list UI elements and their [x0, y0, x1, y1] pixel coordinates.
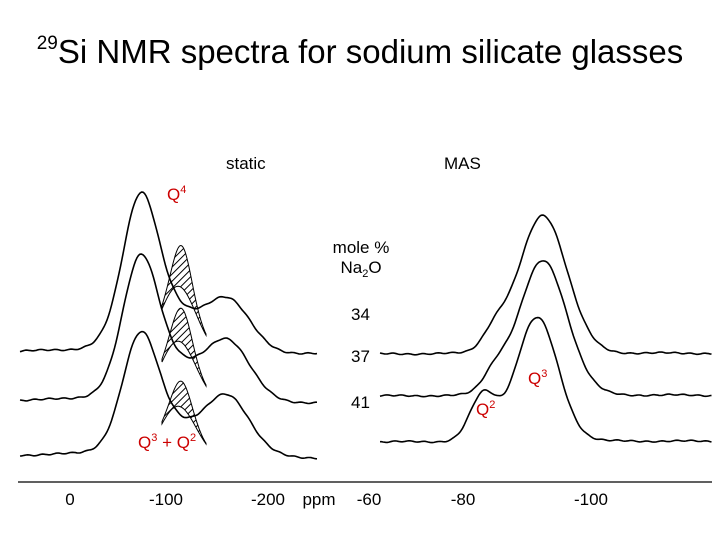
static-spectrum-41: [19, 330, 318, 460]
mas-spectra-panel: [379, 214, 712, 444]
tick-minus-80: -80: [450, 490, 476, 509]
static-spectra-panel: [19, 191, 318, 460]
composition-41-label: 41: [351, 393, 370, 412]
tick-minus-100-static: -100: [148, 490, 184, 509]
legend-o: O: [368, 258, 382, 277]
static-panel-title: static: [226, 154, 266, 173]
composition-34-label: 34: [351, 305, 370, 324]
q3q2-sup2: 2: [190, 432, 197, 444]
tick-minus-60: -60: [356, 490, 382, 509]
mas-spectrum-41: [380, 316, 712, 444]
axis-unit-ppm: ppm: [302, 490, 336, 509]
q4-letter: Q: [167, 185, 181, 204]
q2-letter: Q: [476, 400, 490, 419]
title-text: Si NMR spectra for sodium silicate glass…: [57, 33, 684, 70]
q4-superscript: 4: [180, 184, 187, 196]
q4-label: Q4: [167, 180, 186, 205]
composition-37-label: 37: [351, 347, 370, 366]
q3q2-plus: +: [162, 433, 173, 452]
legend-heading: mole % Na2O: [331, 238, 391, 284]
q4-hatched-region-37: [161, 307, 207, 388]
legend-heading-line2: Na2O: [331, 258, 391, 284]
tick-0: 0: [65, 490, 75, 509]
q3-superscript: 3: [541, 368, 548, 380]
q2-superscript: 2: [489, 399, 496, 411]
title-superscript: 29: [36, 33, 58, 54]
legend-subscript: 2: [362, 268, 369, 280]
mas-spectrum-37: [379, 260, 712, 398]
tick-minus-200: -200: [250, 490, 286, 509]
slide-title: 29Si NMR spectra for sodium silicate gla…: [0, 24, 720, 72]
q3-plus-q2-label: Q3 + Q2: [138, 428, 196, 453]
legend-heading-line1: mole %: [332, 238, 390, 257]
q3-letter: Q: [528, 369, 542, 388]
mas-spectrum-34: [379, 214, 712, 356]
q3q2-second-q: Q: [176, 433, 190, 452]
mas-panel-title: MAS: [444, 154, 481, 173]
static-spectrum-37: [19, 253, 317, 405]
q3-label: Q3: [528, 364, 547, 389]
legend-na: Na: [340, 258, 363, 277]
q4-hatched-region-34: [161, 244, 207, 338]
q3q2-first-q: Q: [138, 433, 152, 452]
q4-hatched-region-41: [161, 380, 207, 446]
static-spectrum-34: [19, 191, 318, 355]
q2-label: Q2: [476, 395, 495, 420]
tick-minus-100-mas: -100: [573, 490, 609, 509]
q3q2-sup3: 3: [151, 432, 158, 444]
